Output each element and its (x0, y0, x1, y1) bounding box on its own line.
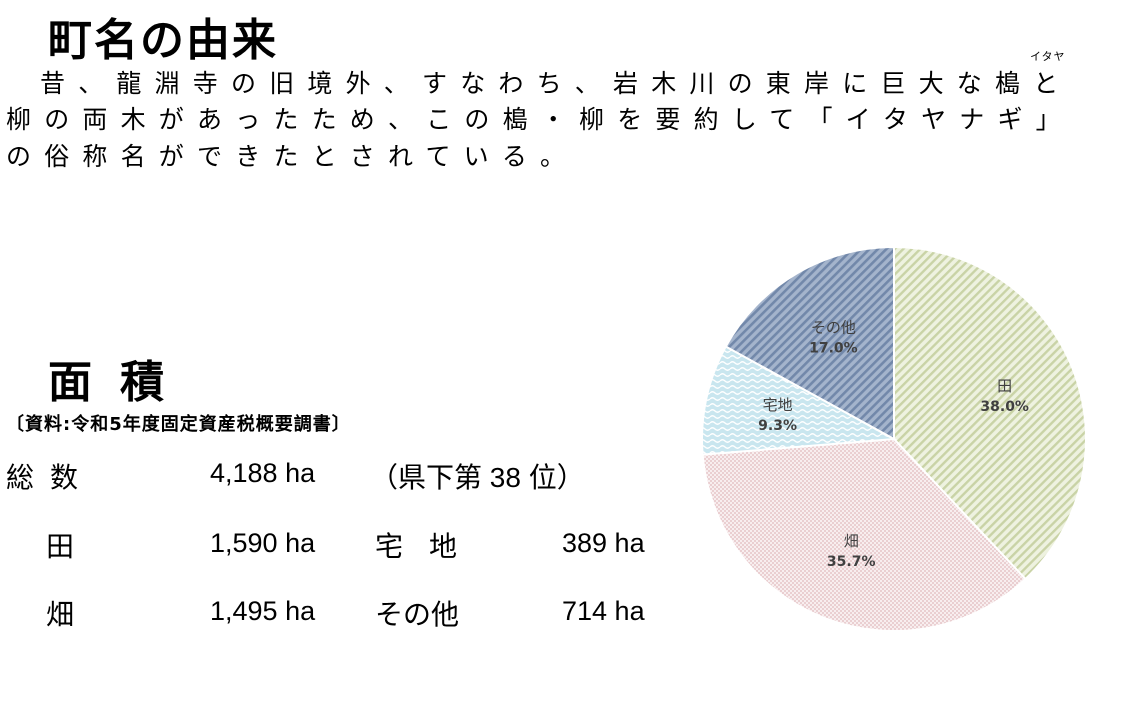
pie-slice-label: 宅地 (763, 396, 793, 414)
pie-slice-value: 17.0% (809, 341, 858, 357)
rank-close: ） (556, 462, 585, 493)
prefecture-rank: （県下第 38 位） (370, 456, 585, 496)
rank-prefix: 県下第 (398, 461, 483, 494)
rice-field-value: 1,590 ha (210, 528, 316, 558)
pie-slice-label: その他 (811, 319, 856, 337)
rank-open: （ (370, 462, 399, 493)
rank-suffix: 位 (528, 461, 557, 494)
slice-upland-field (701, 437, 1027, 632)
pie-slice-label: 畑 (844, 532, 859, 550)
total-label: 総数 (6, 461, 95, 494)
ruby-annotation: イタヤ (1030, 50, 1066, 63)
pie-slice-label: 田 (997, 377, 1012, 395)
origin-text-line-3: の俗称名ができたとされている。 (6, 142, 579, 171)
total-value: 4,188 ha (210, 458, 316, 488)
origin-title: 町名の由来 (48, 15, 278, 66)
area-title: 面積 (48, 346, 192, 410)
other-value: 714 ha (562, 596, 645, 626)
residential-value: 389 ha (562, 528, 645, 558)
origin-text-line-2: 柳の両木があったため、この槝・柳を要約して「イタヤナギ」 (6, 105, 1074, 134)
area-title-char-2: 積 (120, 357, 164, 408)
slice-other (724, 245, 895, 441)
area-pie-chart: 田 38.0% 畑 35.7% 宅地 9.3% その他 17.0% (701, 245, 1087, 632)
upland-field-value: 1,495 ha (210, 596, 316, 626)
slice-rice-field (893, 245, 1087, 581)
pie-slice-value: 35.7% (827, 554, 876, 570)
slice-residential (701, 345, 898, 456)
upland-field-label: 畑 (46, 598, 75, 631)
rice-field-label: 田 (46, 530, 75, 563)
origin-text-line-1: 昔、龍淵寺の旧境外、すなわち、岩木川の東岸に巨大な槝と (40, 69, 1072, 98)
source-note: 〔資料:令和5年度固定資産税概要調書〕 (6, 414, 351, 435)
area-title-char-1: 面 (48, 357, 92, 408)
pie-slice-value: 9.3% (758, 418, 797, 434)
rank-number: 38 (482, 462, 529, 493)
residential-label: 宅地 (375, 530, 484, 563)
pie-slice-value: 38.0% (980, 399, 1029, 415)
other-label: その他 (375, 598, 460, 631)
